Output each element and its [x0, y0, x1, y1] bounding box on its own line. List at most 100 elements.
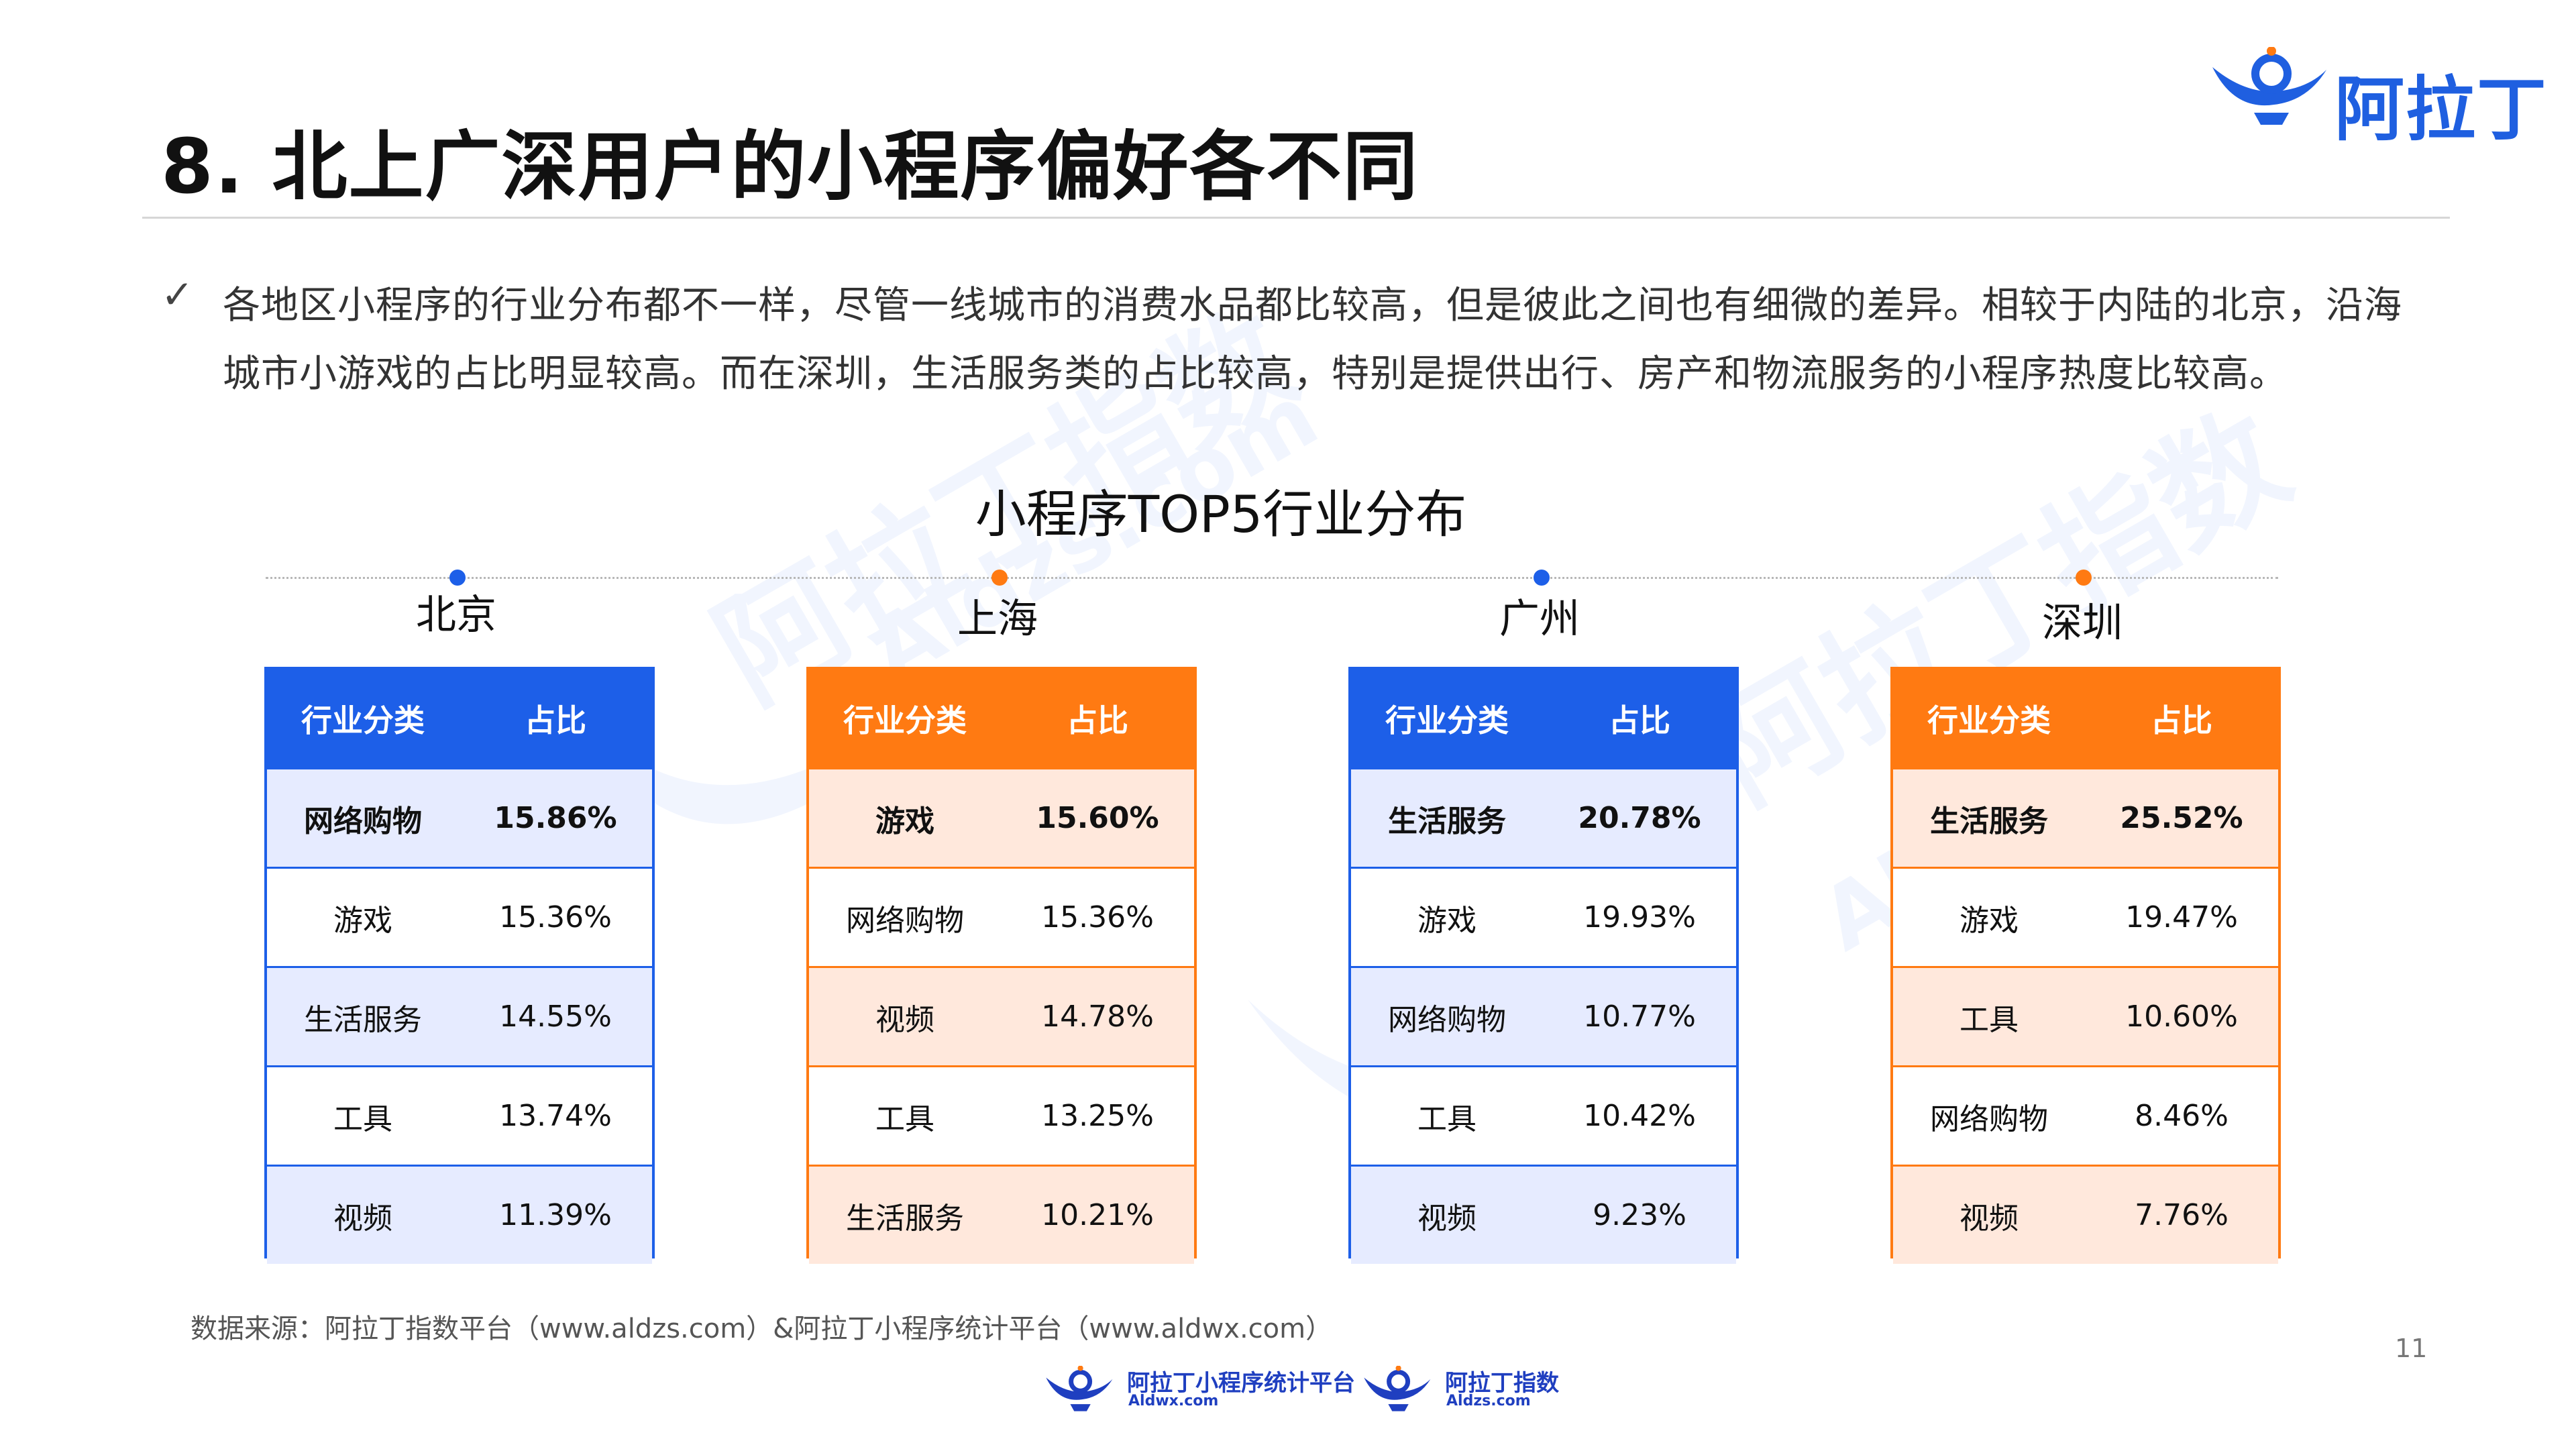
- row-category: 游戏: [333, 903, 392, 938]
- row-category: 生活服务: [1930, 804, 2048, 839]
- city-dot-guangzhou: [1534, 570, 1550, 586]
- footer-logo-aldwx: 阿拉丁小程序统计平台 Aldwx.com: [1040, 1362, 1362, 1415]
- table-row: 视频 14.78%: [809, 966, 1194, 1065]
- table-row: 网络购物 8.46%: [1893, 1065, 2278, 1165]
- row-share: 19.47%: [2125, 900, 2238, 934]
- city-label-shenzhen: 深圳: [2042, 600, 2123, 647]
- row-category: 工具: [875, 1102, 934, 1136]
- row-share: 14.55%: [499, 1000, 612, 1034]
- footer-logo-name: 阿拉丁指数: [1445, 1370, 1559, 1397]
- row-share: 11.39%: [499, 1198, 612, 1232]
- table-row: 游戏 15.36%: [267, 867, 652, 966]
- table-shenzhen: 行业分类 占比 生活服务 25.52% 游戏 19.47% 工具 10.60% 网络购…: [1890, 667, 2281, 1264]
- city-dot-shanghai: [991, 570, 1008, 586]
- city-label-guangzhou: 广州: [1499, 596, 1580, 643]
- row-category: 工具: [1417, 1102, 1477, 1136]
- row-share: 13.25%: [1041, 1099, 1154, 1133]
- brand-name: 阿拉丁: [2334, 68, 2548, 150]
- row-share: 9.23%: [1593, 1198, 1686, 1232]
- header-share: 占比: [1609, 702, 1670, 739]
- row-category: 网络购物: [1930, 1102, 2048, 1136]
- header-share: 占比: [2151, 702, 2212, 739]
- table-row: 视频 7.76%: [1893, 1165, 2278, 1264]
- header-category: 行业分类: [301, 702, 425, 739]
- lamp-logo-icon: [1046, 1366, 1113, 1411]
- footer-logo-domain: Aldzs.com: [1446, 1393, 1531, 1409]
- row-category: 视频: [1417, 1201, 1477, 1236]
- table-header: 行业分类 占比: [1893, 669, 2278, 767]
- table-row: 生活服务 14.55%: [267, 966, 652, 1065]
- row-share: 15.36%: [499, 900, 612, 934]
- table-row: 游戏 15.60%: [809, 767, 1194, 867]
- row-category: 生活服务: [846, 1201, 964, 1236]
- row-share: 25.52%: [2120, 801, 2243, 835]
- row-category: 视频: [333, 1201, 392, 1236]
- table-header: 行业分类 占比: [267, 669, 652, 767]
- chart-title: 小程序TOP5行业分布: [975, 484, 1467, 544]
- row-category: 游戏: [1417, 903, 1477, 938]
- header-category: 行业分类: [1927, 702, 2051, 739]
- table-row: 网络购物 10.77%: [1351, 966, 1736, 1065]
- table-row: 视频 9.23%: [1351, 1165, 1736, 1264]
- table-row: 工具 10.60%: [1893, 966, 2278, 1065]
- row-share: 19.93%: [1583, 900, 1696, 934]
- table-header: 行业分类 占比: [1351, 669, 1736, 767]
- table-row: 工具 13.74%: [267, 1065, 652, 1165]
- title-divider: [142, 217, 2450, 219]
- dotted-timeline: [266, 577, 2278, 579]
- table-row: 游戏 19.47%: [1893, 867, 2278, 966]
- row-share: 15.60%: [1036, 801, 1159, 835]
- table-guangzhou: 行业分类 占比 生活服务 20.78% 游戏 19.93% 网络购物 10.77% 工…: [1348, 667, 1739, 1264]
- table-row: 网络购物 15.86%: [267, 767, 652, 867]
- row-category: 视频: [875, 1002, 934, 1037]
- table-row: 生活服务 25.52%: [1893, 767, 2278, 867]
- city-label-shanghai: 上海: [957, 596, 1038, 643]
- city-label-beijing: 北京: [416, 592, 496, 639]
- row-category: 生活服务: [1388, 804, 1506, 839]
- header-share: 占比: [1067, 702, 1128, 739]
- table-row: 视频 11.39%: [267, 1165, 652, 1264]
- table-row: 网络购物 15.36%: [809, 867, 1194, 966]
- header-category: 行业分类: [1385, 702, 1509, 739]
- row-category: 工具: [333, 1102, 392, 1136]
- footer-logo-domain: Aldwx.com: [1128, 1393, 1219, 1409]
- brand-logo: 阿拉丁: [2207, 40, 2546, 150]
- lamp-logo-icon: [2212, 47, 2326, 125]
- table-beijing: 行业分类 占比 网络购物 15.86% 游戏 15.36% 生活服务 14.55% 工…: [264, 667, 655, 1264]
- page-number: 11: [2395, 1334, 2428, 1363]
- city-dot-beijing: [449, 570, 466, 586]
- row-category: 网络购物: [1388, 1002, 1506, 1037]
- row-share: 7.76%: [2135, 1198, 2229, 1232]
- table-row: 游戏 19.93%: [1351, 867, 1736, 966]
- table-row: 工具 13.25%: [809, 1065, 1194, 1165]
- data-source: 数据来源：阿拉丁指数平台（www.aldzs.com）&阿拉丁小程序统计平台（w…: [191, 1313, 1333, 1344]
- row-category: 网络购物: [304, 804, 422, 839]
- row-category: 网络购物: [846, 903, 964, 938]
- footer-logo-name: 阿拉丁小程序统计平台: [1127, 1370, 1355, 1397]
- row-category: 视频: [1960, 1201, 2019, 1236]
- row-category: 工具: [1960, 1002, 2019, 1037]
- row-share: 8.46%: [2135, 1099, 2229, 1133]
- row-share: 10.77%: [1583, 1000, 1696, 1034]
- row-share: 10.21%: [1041, 1198, 1154, 1232]
- row-share: 13.74%: [499, 1099, 612, 1133]
- city-dot-shenzhen: [2076, 570, 2092, 586]
- table-shanghai: 行业分类 占比 游戏 15.60% 网络购物 15.36% 视频 14.78% 工具 1…: [806, 667, 1197, 1264]
- table-row: 工具 10.42%: [1351, 1065, 1736, 1165]
- table-row: 生活服务 10.21%: [809, 1165, 1194, 1264]
- row-share: 14.78%: [1041, 1000, 1154, 1034]
- row-share: 15.86%: [494, 801, 617, 835]
- header-category: 行业分类: [843, 702, 967, 739]
- lamp-logo-icon: [1364, 1366, 1431, 1411]
- row-share: 15.36%: [1041, 900, 1154, 934]
- footer-logo-aldzs: 阿拉丁指数 Aldzs.com: [1358, 1362, 1572, 1415]
- row-share: 10.60%: [2125, 1000, 2238, 1034]
- page-title: 8. 北上广深用户的小程序偏好各不同: [161, 123, 1419, 211]
- header-share: 占比: [525, 702, 586, 739]
- table-row: 生活服务 20.78%: [1351, 767, 1736, 867]
- table-header: 行业分类 占比: [809, 669, 1194, 767]
- row-share: 10.42%: [1583, 1099, 1696, 1133]
- row-category: 游戏: [1960, 903, 2019, 938]
- row-category: 生活服务: [304, 1002, 422, 1037]
- row-category: 游戏: [875, 804, 934, 839]
